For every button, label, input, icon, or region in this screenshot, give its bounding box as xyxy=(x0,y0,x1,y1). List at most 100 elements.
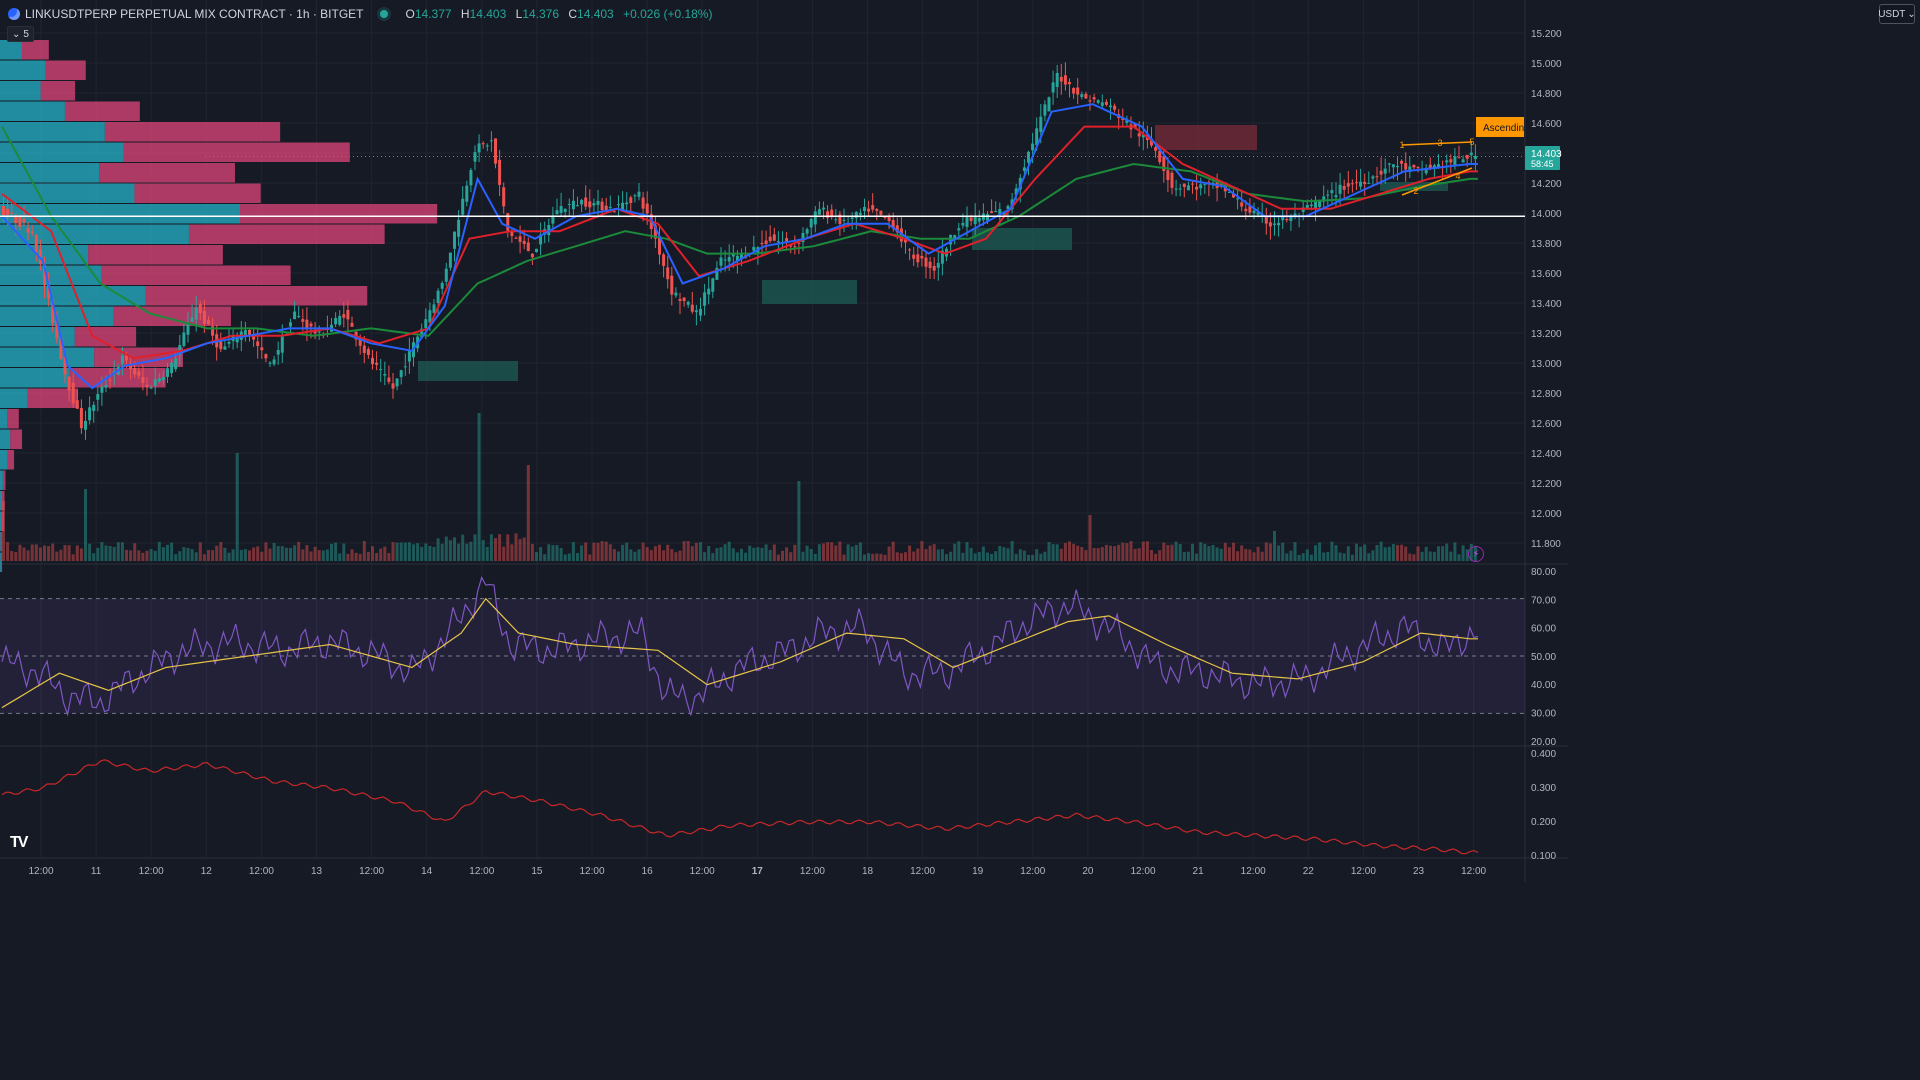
oscillator-axis-label: 0.200 xyxy=(1531,817,1556,828)
time-axis-label: 15 xyxy=(531,866,543,877)
rsi-axis-label: 50.00 xyxy=(1531,652,1556,663)
volume-bar xyxy=(1096,548,1100,561)
volume-bar xyxy=(1166,545,1170,561)
indicators-toggle-button[interactable]: ⌄ 5 xyxy=(7,26,34,42)
volume-bar xyxy=(178,551,182,561)
tradingview-logo-icon[interactable]: TV xyxy=(10,834,29,851)
volume-bar xyxy=(633,551,637,561)
candle xyxy=(141,377,145,383)
candle xyxy=(108,379,112,381)
candle xyxy=(243,330,247,336)
volume-bar xyxy=(1309,554,1313,561)
candle xyxy=(432,304,436,313)
candle xyxy=(71,382,75,404)
time-axis-label: 12 xyxy=(201,866,213,877)
volume-profile-down-bar xyxy=(113,306,231,326)
volume-bar xyxy=(1084,550,1088,561)
candle xyxy=(957,228,961,231)
candle xyxy=(936,262,940,268)
volume-bar xyxy=(149,549,153,561)
volume-profile-up-bar xyxy=(0,552,1,572)
volume-bar xyxy=(776,554,780,561)
candle xyxy=(928,261,932,269)
volume-bar xyxy=(932,544,936,561)
volume-bar xyxy=(547,544,551,561)
pattern-point-label: 1 xyxy=(1399,140,1404,150)
order-blocks xyxy=(418,125,1448,381)
candle xyxy=(227,341,231,344)
volume-bar xyxy=(1236,551,1240,561)
volume-bar xyxy=(18,544,22,561)
volume-bar xyxy=(30,544,34,561)
volume-bar xyxy=(498,534,502,561)
candle xyxy=(305,319,309,328)
candle xyxy=(838,214,842,224)
candle xyxy=(1236,198,1240,200)
price-chart[interactable]: 12345Ascendin15.20015.00014.80014.60014.… xyxy=(0,0,1568,882)
candle xyxy=(961,222,965,226)
candle xyxy=(1051,82,1055,93)
candle xyxy=(1268,222,1272,227)
candle xyxy=(289,322,292,327)
candle xyxy=(30,231,34,233)
volume-bar xyxy=(822,543,825,561)
volume-bar xyxy=(1314,545,1317,561)
price-axis-label: 13.000 xyxy=(1531,359,1562,370)
candle xyxy=(719,257,723,266)
volume-bar xyxy=(1010,541,1014,561)
candle xyxy=(863,206,866,212)
candle xyxy=(1273,223,1276,225)
volume-bar xyxy=(420,546,424,561)
volume-bar xyxy=(571,542,575,561)
candle xyxy=(1322,196,1326,202)
candle xyxy=(1063,75,1067,85)
candle xyxy=(1232,193,1235,198)
volume-bar xyxy=(1117,544,1121,561)
candle xyxy=(670,275,674,295)
candle xyxy=(120,355,124,364)
candle xyxy=(1104,101,1108,105)
candle xyxy=(129,363,133,370)
volume-profile-down-bar xyxy=(0,532,3,552)
volume-bar xyxy=(1453,542,1457,561)
currency-selector[interactable]: USDT ⌄ xyxy=(1878,4,1916,24)
candle xyxy=(535,248,538,253)
volume-bar xyxy=(1420,551,1424,561)
candle xyxy=(576,205,579,207)
candle xyxy=(1141,134,1145,138)
candle xyxy=(79,407,83,429)
pattern-support-line xyxy=(1401,167,1473,196)
candle xyxy=(252,335,256,340)
ema-slow-line xyxy=(1,126,1478,337)
candle xyxy=(990,211,994,213)
volume-bar xyxy=(686,541,690,561)
price-axis-label: 12.200 xyxy=(1531,479,1562,490)
volume-bar xyxy=(1391,544,1395,561)
oscillator-axis: 0.400 0.300 0.200 0.100 xyxy=(1531,749,1556,862)
candle xyxy=(1396,166,1399,168)
volume-bar xyxy=(752,547,756,561)
volume-bar xyxy=(1285,553,1289,561)
volume-bar xyxy=(280,546,284,561)
volume-bar xyxy=(670,549,674,561)
volume-bar xyxy=(699,542,702,561)
candle xyxy=(104,385,108,388)
candle xyxy=(1043,104,1047,116)
candle xyxy=(1027,151,1030,163)
volume-bar xyxy=(649,550,653,561)
lightning-icon[interactable]: ⚡ xyxy=(1468,546,1484,562)
volume-bar xyxy=(174,554,178,561)
volume-bar xyxy=(715,548,719,561)
candle xyxy=(740,252,743,260)
volume-bar xyxy=(34,544,38,561)
candle xyxy=(55,318,59,339)
volume-bar xyxy=(256,546,260,561)
candle xyxy=(711,278,715,292)
volume-bar xyxy=(383,546,387,561)
symbol-title[interactable]: LINKUSDTPERP PERPETUAL MIX CONTRACT · 1h… xyxy=(25,7,364,21)
volume-bar xyxy=(477,413,481,561)
candle xyxy=(453,231,456,249)
volume-bar xyxy=(658,544,661,561)
candle xyxy=(2,206,5,216)
time-axis-label: 12:00 xyxy=(800,866,825,877)
